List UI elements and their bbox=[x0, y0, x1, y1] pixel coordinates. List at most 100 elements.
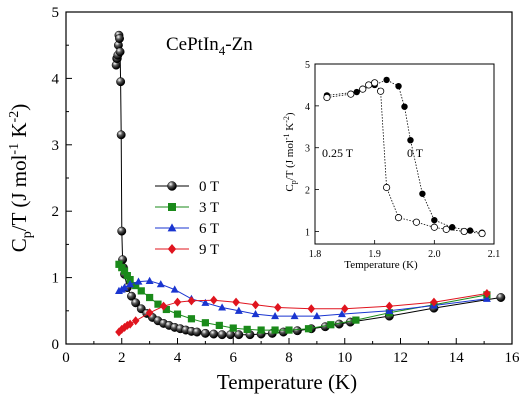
data-point-3-t bbox=[120, 267, 129, 275]
data-point-0-t bbox=[200, 328, 210, 338]
data-point-9-t bbox=[251, 300, 260, 310]
data-point-0-t bbox=[115, 34, 124, 44]
data-point-0-t bbox=[115, 47, 125, 57]
data-point-6-t bbox=[312, 311, 321, 320]
legend-marker-0-t bbox=[167, 181, 177, 191]
data-point-3-t bbox=[173, 310, 182, 318]
inset-data-point-0-t bbox=[431, 216, 438, 224]
data-point-6-t bbox=[234, 306, 243, 314]
data-point-6-t bbox=[134, 277, 143, 285]
inset-axis-ticks: 1.8 1.9 2.0 2.1 1 2 3 4 5 bbox=[305, 60, 500, 260]
inset-data-point-0-25-t bbox=[460, 227, 468, 236]
inset-series-layer bbox=[323, 76, 486, 238]
main-y-axis-label: Cp/T (J mol-1 K-2) bbox=[7, 104, 35, 252]
data-point-9-t bbox=[187, 296, 196, 306]
inset-x-tick-label: 1.8 bbox=[309, 249, 322, 260]
data-point-3-t bbox=[162, 305, 170, 314]
legend-marker-6-t bbox=[167, 223, 177, 232]
data-point-0-t bbox=[226, 330, 235, 340]
main-x-tick-label: 14 bbox=[449, 350, 465, 366]
main-y-tick-label: 0 bbox=[52, 337, 60, 353]
data-point-3-t bbox=[257, 326, 265, 334]
data-point-3-t bbox=[304, 325, 313, 333]
data-point-0-t bbox=[292, 326, 302, 336]
main-x-tick-label: 8 bbox=[285, 350, 293, 366]
data-point-0-t bbox=[234, 330, 244, 340]
inset-y-axis-label: Cp/T (J mol-1 K-2) bbox=[282, 112, 298, 192]
inset-x-tick-label: 1.9 bbox=[368, 249, 381, 260]
legend-label-9-t: 9 T bbox=[199, 242, 219, 258]
main-y-tick-label: 3 bbox=[52, 138, 60, 154]
data-point-9-t bbox=[209, 295, 218, 305]
data-point-3-t bbox=[215, 321, 223, 330]
inset-data-point-0-25-t bbox=[412, 218, 421, 226]
chart-annotation: CePtIn4-Zn bbox=[166, 34, 253, 58]
inset-data-point-0-25-t bbox=[442, 225, 450, 233]
data-point-6-t bbox=[170, 285, 179, 293]
main-series-layer bbox=[111, 30, 506, 340]
data-point-0-t bbox=[116, 77, 126, 87]
data-point-3-t bbox=[187, 315, 196, 323]
data-point-3-t bbox=[146, 293, 154, 302]
main-x-tick-label: 6 bbox=[230, 350, 238, 366]
legend-marker-3-t bbox=[168, 203, 176, 211]
legend-label-6-t: 6 T bbox=[199, 221, 219, 237]
data-point-0-t bbox=[127, 291, 136, 301]
data-point-6-t bbox=[290, 311, 299, 320]
main-x-tick-label: 16 bbox=[505, 350, 521, 366]
main-y-tick-label: 4 bbox=[52, 71, 60, 87]
legend-marker-9-t bbox=[167, 244, 177, 254]
data-point-3-t bbox=[132, 281, 140, 290]
inset-data-point-0-t bbox=[407, 136, 414, 144]
inset-data-point-0-25-t bbox=[377, 87, 385, 95]
data-point-6-t bbox=[126, 280, 135, 288]
data-point-9-t bbox=[340, 304, 349, 314]
data-point-9-t bbox=[159, 301, 168, 311]
data-point-6-t bbox=[156, 280, 165, 288]
data-point-6-t bbox=[251, 309, 260, 318]
inset-y-tick-label: 1 bbox=[305, 227, 310, 238]
data-point-9-t bbox=[385, 301, 394, 311]
data-point-9-t bbox=[483, 289, 491, 299]
data-point-3-t bbox=[327, 321, 335, 329]
data-point-3-t bbox=[352, 316, 360, 324]
inset-chart: 1.8 1.9 2.0 2.1 1 2 3 4 5 Temperature (K) Cp/T (… bbox=[282, 60, 500, 271]
data-point-9-t bbox=[120, 322, 129, 332]
data-point-9-t bbox=[430, 297, 438, 307]
data-point-0-t bbox=[116, 130, 126, 140]
inset-data-point-0-t bbox=[395, 82, 402, 90]
inset-y-tick-label: 3 bbox=[305, 144, 310, 155]
inset-series-label-0-25T: 0.25 T bbox=[322, 146, 354, 160]
data-point-6-t bbox=[120, 283, 129, 291]
legend-label-0-t: 0 T bbox=[199, 179, 219, 195]
inset-x-tick-label: 2.0 bbox=[428, 249, 441, 260]
data-point-3-t bbox=[154, 300, 162, 308]
data-point-6-t bbox=[338, 309, 346, 318]
data-point-0-t bbox=[131, 298, 141, 308]
inset-data-point-0-t bbox=[449, 224, 456, 231]
data-point-6-t bbox=[218, 303, 227, 311]
data-point-9-t bbox=[232, 297, 240, 307]
series-line-3-t bbox=[118, 263, 487, 331]
inset-data-point-0-t bbox=[353, 88, 360, 96]
data-point-6-t bbox=[145, 276, 154, 284]
main-x-tick-label: 0 bbox=[62, 350, 70, 366]
data-point-6-t bbox=[201, 298, 210, 306]
inset-data-point-0-25-t bbox=[371, 79, 379, 87]
inset-data-point-0-t bbox=[401, 103, 408, 110]
data-point-9-t bbox=[173, 297, 182, 307]
series-6-t bbox=[115, 276, 491, 320]
main-x-axis-label: Temperature (K) bbox=[217, 370, 357, 394]
data-point-3-t bbox=[126, 275, 134, 284]
data-point-0-t bbox=[117, 226, 127, 236]
main-y-tick-label: 2 bbox=[52, 204, 60, 220]
legend-label-3-t: 3 T bbox=[199, 200, 219, 216]
data-point-9-t bbox=[145, 308, 154, 318]
data-point-3-t bbox=[271, 326, 279, 334]
inset-x-tick-label: 2.1 bbox=[488, 249, 501, 260]
data-point-3-t bbox=[285, 326, 293, 334]
data-point-3-t bbox=[137, 287, 145, 295]
inset-data-point-0-25-t bbox=[478, 229, 486, 238]
